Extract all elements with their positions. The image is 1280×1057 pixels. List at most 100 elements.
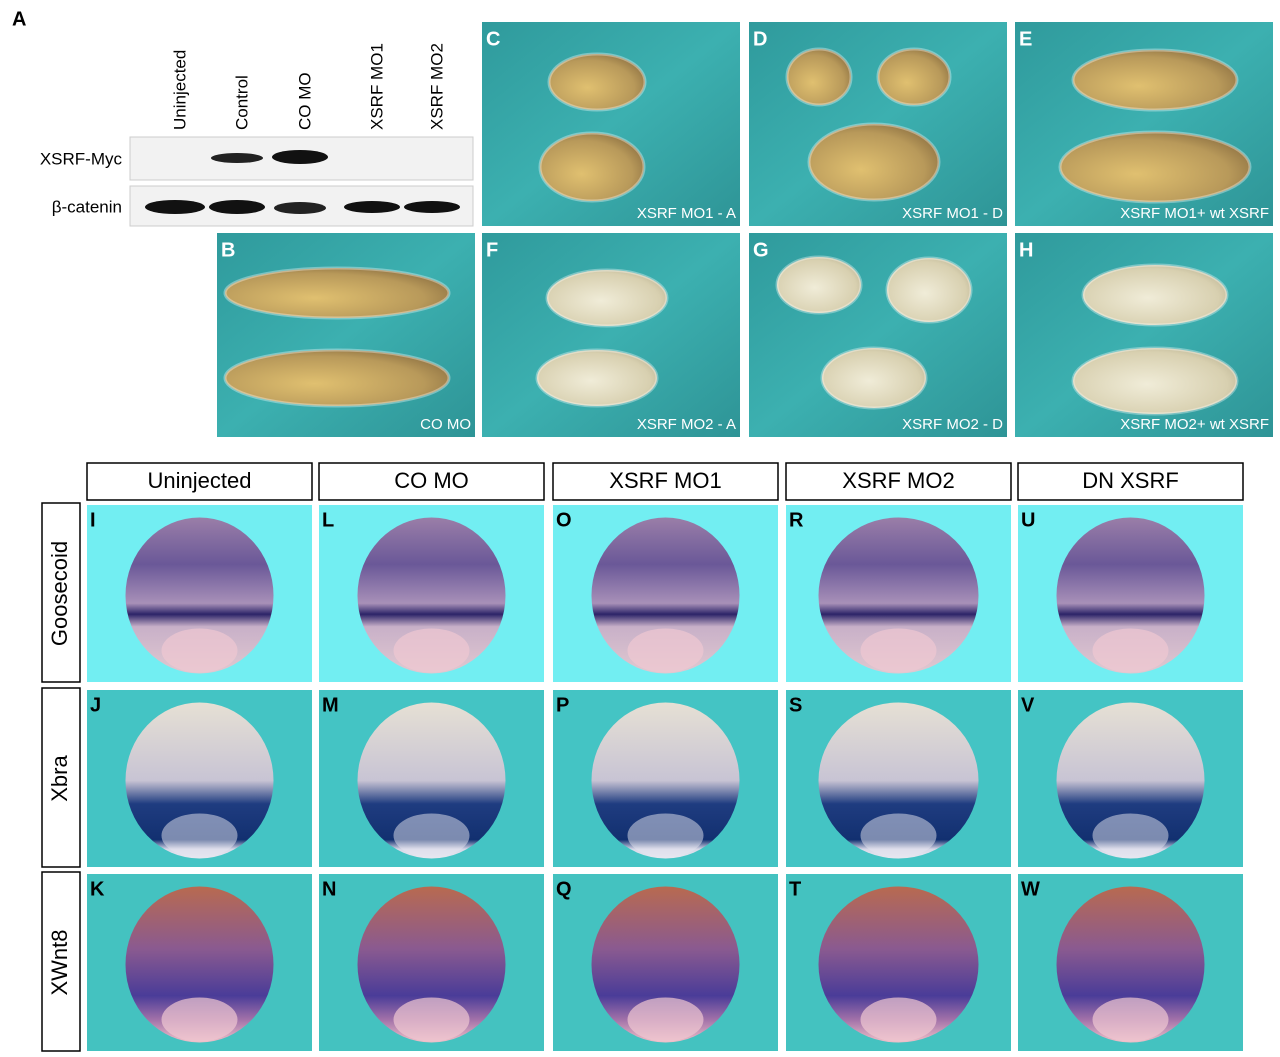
panel-letter: N — [322, 878, 336, 900]
band — [145, 200, 205, 214]
panel-letter: L — [322, 509, 334, 531]
embryo — [876, 47, 952, 107]
band — [274, 202, 326, 214]
lane-label: XSRF MO2 — [427, 43, 446, 130]
blot-label: XSRF-Myc — [40, 149, 123, 168]
column-header: Uninjected — [148, 468, 252, 493]
embryo — [125, 702, 274, 859]
lane-label: Uninjected — [170, 50, 189, 130]
panel-letter: F — [486, 239, 498, 261]
band — [211, 153, 263, 163]
row-label-box — [41, 871, 81, 1052]
panel-letter: U — [1021, 509, 1035, 531]
band — [209, 200, 265, 214]
embryo — [1071, 346, 1239, 416]
panel-caption: XSRF MO2 - D — [902, 416, 1003, 433]
yolk-plug — [627, 628, 704, 673]
column-header-box — [785, 462, 1012, 501]
panel-caption: XSRF MO2 - A — [637, 416, 736, 433]
panel-letter: O — [556, 509, 572, 531]
row-label: Goosecoid — [47, 541, 72, 646]
embryo — [775, 255, 863, 315]
embryo — [591, 517, 740, 674]
panel-letter: T — [789, 878, 801, 900]
row-label-box — [41, 502, 81, 683]
embryo — [547, 52, 647, 112]
yolk-plug — [161, 628, 238, 673]
embryo — [223, 266, 451, 320]
panel-caption: XSRF MO1 - D — [902, 205, 1003, 222]
panel-letter: S — [789, 694, 802, 716]
yolk-plug — [1092, 997, 1169, 1042]
embryo — [545, 268, 669, 328]
yolk-plug — [1092, 628, 1169, 673]
embryo — [818, 886, 979, 1043]
yolk-plug — [393, 997, 470, 1042]
embryo — [785, 47, 853, 107]
yolk-plug — [393, 813, 470, 858]
embryo — [125, 886, 274, 1043]
embryo — [1071, 48, 1239, 112]
panel-caption: XSRF MO2+ wt XSRF — [1120, 416, 1269, 433]
yolk-plug — [161, 997, 238, 1042]
yolk-plug — [860, 997, 937, 1042]
embryo — [223, 348, 451, 408]
embryo — [125, 517, 274, 674]
column-header: XSRF MO1 — [609, 468, 721, 493]
column-header-box — [552, 462, 779, 501]
panel-letter: W — [1021, 878, 1040, 900]
embryo — [591, 702, 740, 859]
panel-letter: M — [322, 694, 339, 716]
row-label: XWnt8 — [47, 929, 72, 995]
panel-caption: XSRF MO1+ wt XSRF — [1120, 205, 1269, 222]
embryo — [1058, 130, 1252, 204]
panel-letter: P — [556, 694, 569, 716]
panel-letter: J — [90, 694, 101, 716]
band — [344, 201, 400, 213]
panel-letter: C — [486, 28, 500, 50]
embryo — [818, 517, 979, 674]
yolk-plug — [161, 813, 238, 858]
column-header-box — [318, 462, 545, 501]
embryo — [820, 346, 928, 410]
yolk-plug — [627, 997, 704, 1042]
column-header-box — [1017, 462, 1244, 501]
panel-letter: V — [1021, 694, 1035, 716]
embryo — [538, 131, 646, 203]
lane-label: Control — [232, 75, 251, 130]
panel-letter: H — [1019, 239, 1033, 261]
lane-label: CO MO — [295, 72, 314, 130]
yolk-plug — [860, 628, 937, 673]
panel-letter: D — [753, 28, 767, 50]
embryo — [885, 256, 973, 324]
embryo — [818, 702, 979, 859]
embryo — [591, 886, 740, 1043]
embryo — [807, 122, 941, 202]
column-header-box — [86, 462, 313, 501]
panel-letter: R — [789, 509, 804, 531]
lane-label: XSRF MO1 — [367, 43, 386, 130]
yolk-plug — [1092, 813, 1169, 858]
embryo — [1056, 886, 1205, 1043]
blot-label: β-catenin — [52, 197, 122, 216]
panel-letter: E — [1019, 28, 1032, 50]
row-label-box — [41, 687, 81, 868]
panel-caption: CO MO — [420, 416, 471, 433]
embryo — [535, 348, 659, 408]
yolk-plug — [627, 813, 704, 858]
panel-letter: A — [12, 8, 26, 30]
row-label: Xbra — [47, 755, 72, 802]
embryo — [357, 517, 506, 674]
band — [404, 201, 460, 213]
panel-letter: B — [221, 239, 235, 261]
embryo — [1056, 702, 1205, 859]
embryo — [357, 702, 506, 859]
yolk-plug — [860, 813, 937, 858]
panel-letter: K — [90, 878, 105, 900]
column-header: XSRF MO2 — [842, 468, 954, 493]
embryo — [357, 886, 506, 1043]
panel-letter: G — [753, 239, 769, 261]
panel-letter: I — [90, 509, 96, 531]
